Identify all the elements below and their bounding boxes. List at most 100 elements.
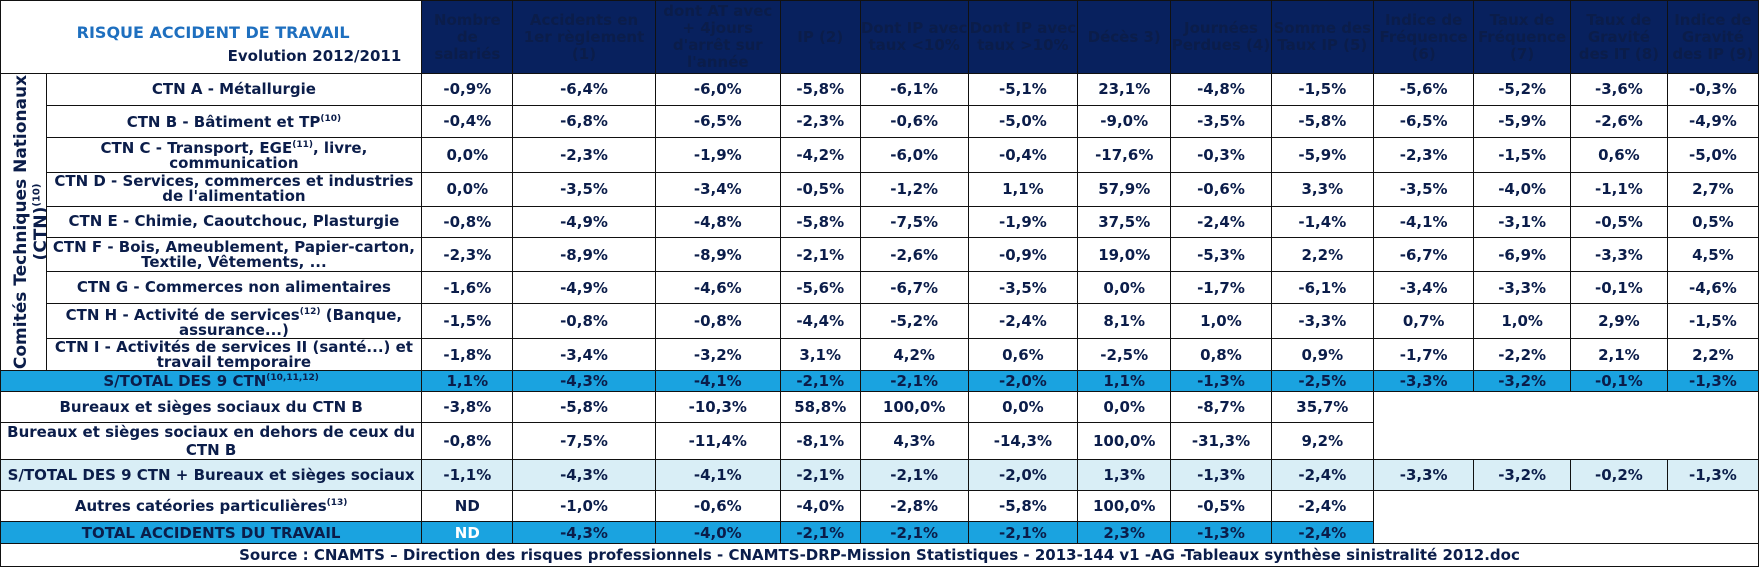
table-cell: -4,0% <box>779 490 861 522</box>
table-cell: -11,4% <box>654 422 781 460</box>
table-cell: -0,6% <box>859 104 969 138</box>
table-cell: -6,7% <box>859 271 969 305</box>
table-cell: -0,2% <box>1570 459 1668 491</box>
table-cell: -0,4% <box>967 136 1079 173</box>
row-label-sup: (10) <box>320 114 342 125</box>
table-cell: -2,3% <box>779 104 861 138</box>
table-cell: -2,8% <box>859 490 969 522</box>
table-cell: -1,3% <box>1666 370 1759 392</box>
row-label-text: CTN I - Activités de services II (santé.… <box>54 338 413 371</box>
column-header: dont AT avec + 4jours d'arrêt sur l'anné… <box>654 0 781 74</box>
table-row: Bureaux et sièges sociaux en dehors de c… <box>0 422 1759 460</box>
table-cell: -1,9% <box>654 136 781 173</box>
table-cell: -2,1% <box>779 459 861 491</box>
table-cell: -1,8% <box>421 338 514 371</box>
table-row: CTN H - Activité de services(12) (Banque… <box>1 303 1759 340</box>
table-cell: -8,9% <box>654 237 781 273</box>
table-cell: -3,4% <box>512 338 656 371</box>
table-cell: -0,1% <box>1570 271 1668 305</box>
row-label: CTN A - Métallurgie <box>45 73 423 106</box>
table-cell: -4,1% <box>1373 205 1475 239</box>
table-cell: 57,9% <box>1077 171 1172 207</box>
table-cell: -2,6% <box>1570 104 1668 138</box>
table-cell: -5,8% <box>967 490 1079 522</box>
total-label: TOTAL ACCIDENTS DU TRAVAIL <box>0 521 423 544</box>
table-cell: -4,6% <box>654 271 781 305</box>
table-cell: -2,4% <box>1170 205 1272 239</box>
table-cell: -2,4% <box>1270 521 1375 544</box>
table-cell: 58,8% <box>779 391 861 423</box>
table-cell: -3,5% <box>512 171 656 207</box>
table-cell: 1,1% <box>1077 370 1172 392</box>
table-cell: 1,0% <box>1170 303 1272 340</box>
row-label: CTN B - Bâtiment et TP(10) <box>45 104 423 138</box>
table-cell: 2,9% <box>1570 303 1668 340</box>
table-cell: -1,5% <box>421 303 514 340</box>
table-cell: -2,5% <box>1077 338 1172 371</box>
table-cell: -5,8% <box>779 73 861 106</box>
subtotal-label-text: S/TOTAL DES 9 CTN <box>103 372 267 390</box>
table-row: CTN D - Services, commerces et industrie… <box>1 171 1759 207</box>
table-cell: -6,1% <box>1270 271 1375 305</box>
table-cell: 0,7% <box>1373 303 1475 340</box>
table-cell: -0,6% <box>654 490 781 522</box>
table-cell: -4,1% <box>654 370 781 392</box>
table-cell: 3,1% <box>779 338 861 371</box>
empty-cell <box>1373 490 1759 544</box>
table-cell: 0,9% <box>1270 338 1375 371</box>
table-row: CTN I - Activités de services II (santé.… <box>1 338 1759 371</box>
table-cell: -2,5% <box>1270 370 1375 392</box>
table-cell: -2,0% <box>967 370 1079 392</box>
table-cell: -0,3% <box>1170 136 1272 173</box>
row-label-sup: (11) <box>292 140 314 151</box>
table-cell: -2,1% <box>779 521 861 544</box>
side-label-sup: (10) <box>31 183 43 207</box>
table-subtitle: Evolution 2012/2011 <box>227 47 402 65</box>
table-cell: -4,9% <box>1666 104 1759 138</box>
table-cell: 2,3% <box>1077 521 1172 544</box>
table-cell: -5,8% <box>1270 104 1375 138</box>
table-cell: -1,0% <box>512 490 656 522</box>
table-cell: 0,0% <box>421 136 514 173</box>
table-cell: -2,3% <box>1373 136 1475 173</box>
table-cell: 0,0% <box>967 391 1079 423</box>
table-cell: -2,1% <box>779 370 861 392</box>
table-cell: -1,3% <box>1170 370 1272 392</box>
table-cell: 2,2% <box>1666 338 1759 371</box>
table-cell: 19,0% <box>1077 237 1172 273</box>
table-cell: -2,1% <box>859 370 969 392</box>
side-label-line2: (CTN) <box>31 206 47 261</box>
row-label: CTN F - Bois, Ameublement, Papier-carton… <box>45 237 423 273</box>
side-label-line2-wrap: (CTN)(10) <box>31 75 47 370</box>
column-header: Dont IP avec taux >10% <box>967 0 1079 74</box>
table-cell: -0,3% <box>1666 73 1759 106</box>
table-cell: -4,2% <box>779 136 861 173</box>
row-label: Bureaux et sièges sociaux du CTN B <box>0 391 423 423</box>
row-label-rest: (Banque, assurance...) <box>178 305 403 339</box>
table-cell: -2,4% <box>1270 459 1375 491</box>
table-cell: -2,1% <box>859 521 969 544</box>
table-cell: -0,5% <box>1570 205 1668 239</box>
subtotal-row: S/TOTAL DES 9 CTN(10,11,12) 1,1% -4,3% -4,1… <box>0 370 1759 392</box>
table-cell: 2,1% <box>1570 338 1668 371</box>
table-cell: -1,9% <box>967 205 1079 239</box>
table-cell: 0,8% <box>1170 338 1272 371</box>
table-row: CTN G - Commerces non alimentaires -1,6% -… <box>1 271 1759 305</box>
table-cell: -6,7% <box>1373 237 1475 273</box>
table-cell: -5,9% <box>1473 104 1571 138</box>
row-label-text: CTN B - Bâtiment et TP <box>126 113 321 132</box>
table-cell: -3,3% <box>1373 459 1475 491</box>
table-cell: -0,8% <box>421 422 514 460</box>
table-cell: -2,6% <box>859 237 969 273</box>
table-cell: -4,4% <box>779 303 861 340</box>
table-cell: -0,8% <box>654 303 781 340</box>
column-header: Journées Perdues (4) <box>1170 0 1272 74</box>
empty-cell <box>1373 391 1759 460</box>
table-cell: -2,0% <box>967 459 1079 491</box>
table-cell: -3,6% <box>1570 73 1668 106</box>
table-cell: -6,9% <box>1473 237 1571 273</box>
table-cell: -2,1% <box>967 521 1079 544</box>
table-row: CTN F - Bois, Ameublement, Papier-carton… <box>1 237 1759 273</box>
table-cell: -1,4% <box>1270 205 1375 239</box>
